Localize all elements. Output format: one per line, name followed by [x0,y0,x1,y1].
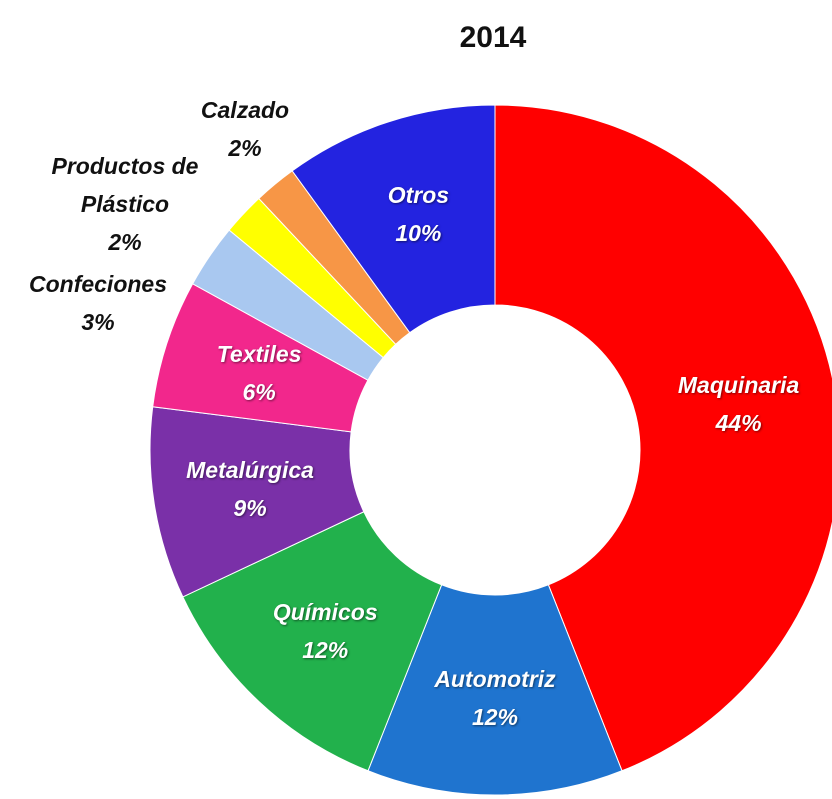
category-name: Químicos [272,598,378,625]
category-name: Automotriz [434,666,556,692]
value-label: 12% [302,636,349,663]
slice-label: Otros 10% [318,176,518,252]
donut-slice [291,104,496,334]
value-label: 6% [242,379,276,406]
slice-label: Calzado 2% [157,91,333,167]
category-name: Otros [387,182,450,209]
slice-label: Confeciones 3% [10,265,186,341]
category-name: Productos de Plástico [51,153,199,217]
donut-slice [367,584,623,796]
slice-label: Textiles 6% [159,335,359,411]
slice-label: Productos de Plástico 2% [37,147,213,261]
value-label: 12% [471,704,519,730]
value-label: 44% [715,409,762,436]
category-name: Metalúrgica [186,456,314,483]
category-name: Confeciones [28,271,168,297]
donut-slice [182,511,443,772]
slice-label: Maquinaria 44% [639,366,832,442]
slice-label: Químicos 12% [225,593,425,669]
donut-slice [494,104,832,772]
slice-label: Metalúrgica 9% [150,451,350,527]
slice-label: Automotriz 12% [395,660,595,736]
value-label: 10% [395,220,442,247]
category-name: Maquinaria [677,371,800,398]
category-name: Calzado [200,97,290,123]
value-label: 2% [108,229,142,255]
value-label: 9% [233,494,267,521]
value-label: 2% [228,135,262,161]
value-label: 3% [81,309,115,335]
chart-title: 2014 [459,21,527,54]
category-name: Textiles [216,341,302,368]
